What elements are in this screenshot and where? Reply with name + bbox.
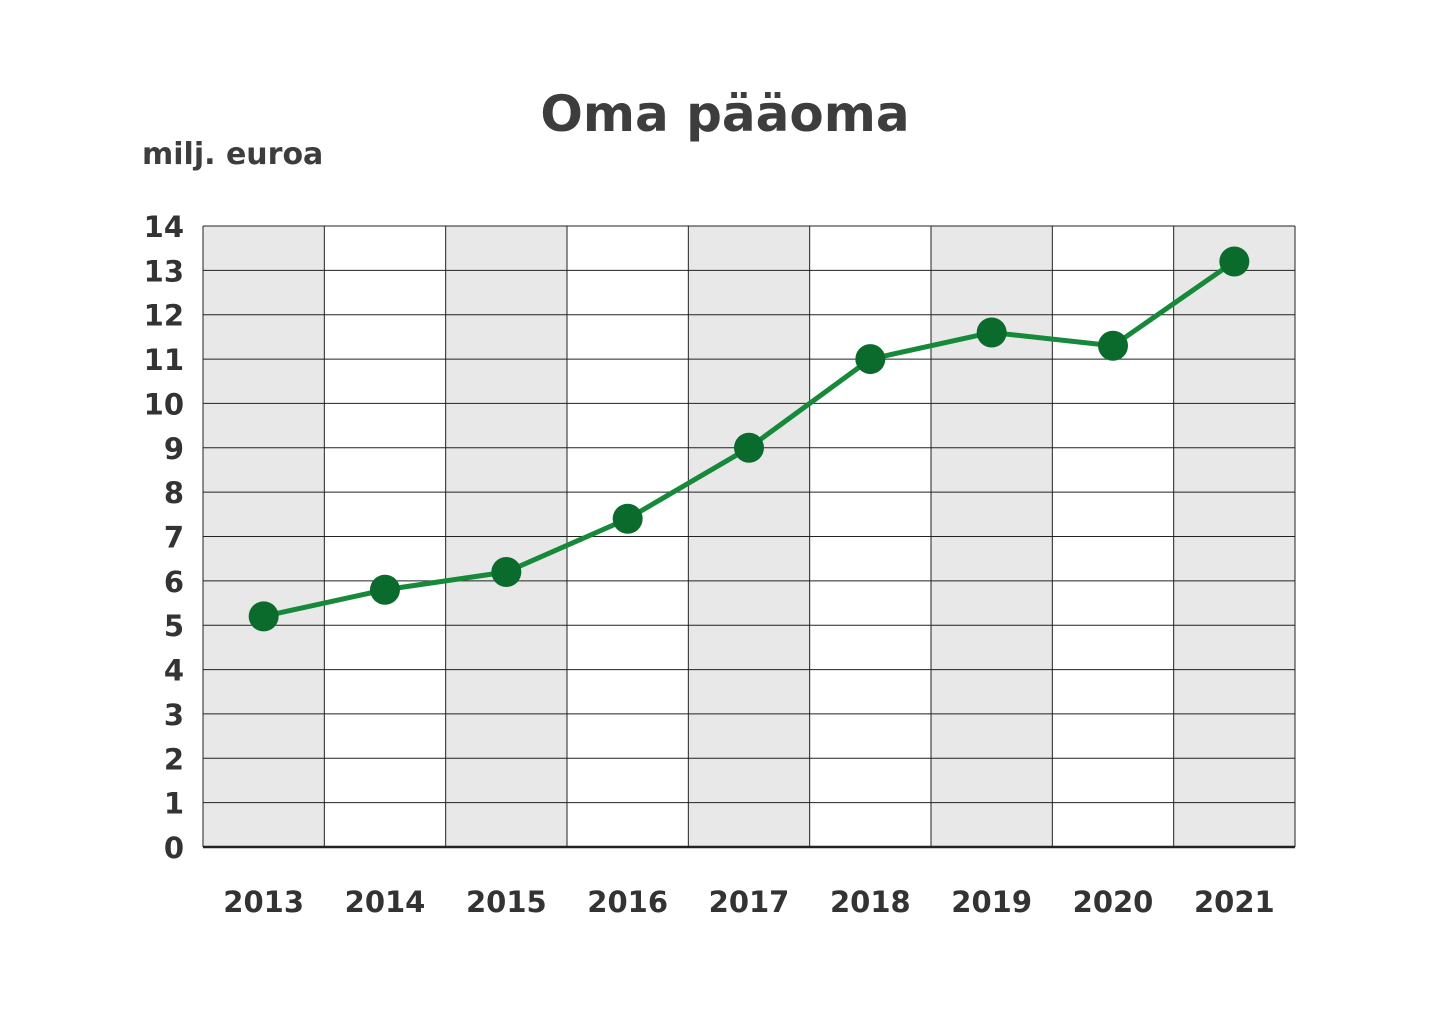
y-tick-label-8: 8 bbox=[164, 476, 184, 510]
chart-title: Oma pääoma bbox=[540, 85, 909, 143]
x-tick-label-2021: 2021 bbox=[1194, 885, 1275, 919]
y-tick-label-1: 1 bbox=[164, 787, 184, 821]
data-point-2021 bbox=[1219, 246, 1250, 277]
y-tick-label-9: 9 bbox=[164, 432, 184, 466]
y-axis-label: milj. euroa bbox=[142, 137, 323, 172]
x-tick-label-2019: 2019 bbox=[951, 885, 1032, 919]
data-point-2018 bbox=[855, 344, 886, 375]
x-tick-label-2013: 2013 bbox=[223, 885, 304, 919]
data-point-2017 bbox=[734, 432, 764, 463]
x-tick-label-2016: 2016 bbox=[587, 885, 668, 919]
data-point-2013 bbox=[248, 601, 279, 632]
y-tick-label-14: 14 bbox=[144, 210, 184, 244]
series-line-group bbox=[248, 246, 1250, 632]
data-point-2014 bbox=[370, 574, 400, 605]
y-tick-label-2: 2 bbox=[164, 742, 184, 776]
y-tick-label-4: 4 bbox=[164, 654, 184, 688]
x-tick-label-2017: 2017 bbox=[709, 885, 790, 919]
y-tick-label-7: 7 bbox=[164, 521, 184, 555]
y-tick-label-12: 12 bbox=[144, 299, 184, 333]
y-tick-label-0: 0 bbox=[164, 831, 184, 865]
y-tick-label-10: 10 bbox=[144, 387, 184, 421]
data-point-2019 bbox=[976, 317, 1007, 348]
data-point-2015 bbox=[491, 556, 522, 587]
y-tick-label-11: 11 bbox=[144, 343, 184, 377]
y-tick-label-13: 13 bbox=[144, 254, 184, 288]
x-tick-label-2014: 2014 bbox=[345, 885, 426, 919]
data-point-2016 bbox=[612, 503, 643, 534]
x-tick-label-2020: 2020 bbox=[1073, 885, 1154, 919]
data-point-2020 bbox=[1098, 330, 1128, 361]
x-tick-label-2015: 2015 bbox=[466, 885, 547, 919]
x-tick-label-2018: 2018 bbox=[830, 885, 911, 919]
x-tick-labels: 2013 2014 2015 2016 2017 2018 2019 2020 2021 bbox=[223, 885, 1274, 919]
y-tick-label-6: 6 bbox=[164, 565, 184, 599]
y-tick-label-5: 5 bbox=[164, 609, 184, 643]
y-tick-label-3: 3 bbox=[164, 698, 184, 732]
